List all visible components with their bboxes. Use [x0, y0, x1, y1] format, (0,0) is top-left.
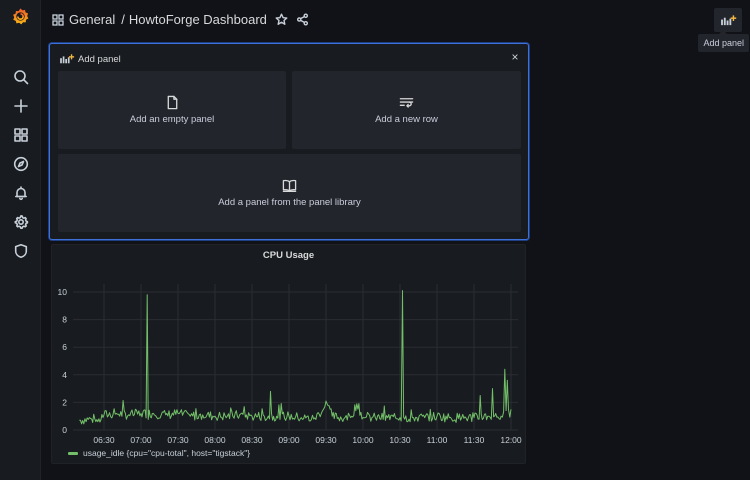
panel-title[interactable]: CPU Usage — [262, 250, 315, 261]
breadcrumb: General / HowtoForge Dashboard — [52, 12, 309, 27]
sidebar-item-search[interactable] — [12, 68, 30, 86]
sidebar-item-server-admin[interactable] — [12, 242, 30, 260]
add-panel-icon — [720, 14, 736, 25]
svg-text:6: 6 — [62, 342, 67, 352]
breadcrumb-folder[interactable]: General — [69, 12, 116, 27]
svg-text:09:00: 09:00 — [278, 435, 300, 445]
add-panel-widget: Add panel × Add an empty panel Add a new… — [49, 43, 529, 240]
gear-icon — [14, 215, 29, 229]
svg-text:11:30: 11:30 — [464, 435, 485, 445]
svg-text:08:00: 08:00 — [204, 435, 226, 445]
top-bar: General / HowtoForge Dashboard Add panel — [41, 0, 750, 52]
cpu-usage-chart[interactable]: 0 2 4 6 8 10 06:30 07:00 07:30 08:00 08:30 09:00 09:… — [52, 245, 527, 465]
svg-text:10:00: 10:00 — [352, 435, 374, 445]
svg-text:4: 4 — [62, 370, 67, 380]
add-empty-panel-label: Add an empty panel — [129, 114, 215, 125]
add-empty-panel-button[interactable]: Add an empty panel — [58, 71, 286, 149]
bell-icon — [14, 186, 27, 201]
svg-text:07:30: 07:30 — [167, 435, 189, 445]
file-icon — [167, 95, 177, 110]
add-panel-button[interactable] — [714, 8, 742, 32]
star-icon — [275, 13, 288, 25]
add-library-panel-button[interactable]: Add a panel from the panel library — [58, 154, 521, 232]
add-new-row-label: Add a new row — [375, 114, 438, 125]
dashboards-grid-icon — [14, 128, 28, 142]
shield-icon — [14, 244, 28, 259]
sidebar-item-alerting[interactable] — [12, 184, 30, 202]
svg-text:0: 0 — [62, 425, 67, 435]
add-library-panel-label: Add a panel from the panel library — [218, 197, 361, 208]
svg-text:06:30: 06:30 — [93, 435, 115, 445]
sidebar-item-create[interactable] — [12, 97, 30, 115]
share-icon — [296, 13, 308, 26]
svg-text:10:30: 10:30 — [389, 435, 411, 445]
sidebar-item-configuration[interactable] — [12, 213, 30, 231]
star-button[interactable] — [275, 13, 288, 26]
svg-text:09:30: 09:30 — [315, 435, 337, 445]
search-icon — [14, 70, 29, 85]
add-panel-title: Add panel — [78, 53, 121, 65]
breadcrumb-separator: / — [121, 12, 125, 27]
grafana-logo[interactable] — [11, 7, 30, 26]
add-panel-tooltip: Add panel — [698, 30, 749, 52]
sidebar-item-dashboards[interactable] — [12, 126, 30, 144]
dashboards-grid-icon — [52, 13, 64, 26]
plus-icon — [14, 99, 28, 113]
legend-item[interactable]: usage_idle {cpu="cpu-total", host="tigst… — [68, 448, 250, 458]
dashboard-title[interactable]: HowtoForge Dashboard — [128, 12, 267, 27]
sidebar — [0, 0, 41, 480]
svg-text:07:00: 07:00 — [130, 435, 152, 445]
series-color-swatch — [68, 451, 78, 455]
row-icon — [399, 98, 414, 108]
compass-icon — [13, 156, 29, 172]
add-panel-header: Add panel — [59, 53, 121, 65]
add-new-row-button[interactable]: Add a new row — [292, 71, 521, 149]
cpu-usage-panel[interactable]: CPU Usage 0 2 4 6 8 10 06:30 07:00 07:30 08:00 08:… — [51, 244, 526, 464]
book-icon — [282, 179, 297, 192]
svg-text:8: 8 — [62, 315, 67, 325]
close-button[interactable]: × — [509, 51, 521, 63]
sidebar-item-explore[interactable] — [12, 155, 30, 173]
svg-text:08:30: 08:30 — [241, 435, 263, 445]
share-button[interactable] — [296, 13, 309, 26]
legend-label: usage_idle {cpu="cpu-total", host="tigst… — [83, 448, 251, 458]
close-icon: × — [511, 50, 519, 64]
svg-text:12:00: 12:00 — [500, 435, 522, 445]
add-panel-icon — [60, 54, 75, 64]
svg-text:2: 2 — [62, 397, 67, 407]
svg-text:11:00: 11:00 — [427, 435, 448, 445]
svg-text:10: 10 — [58, 287, 68, 297]
